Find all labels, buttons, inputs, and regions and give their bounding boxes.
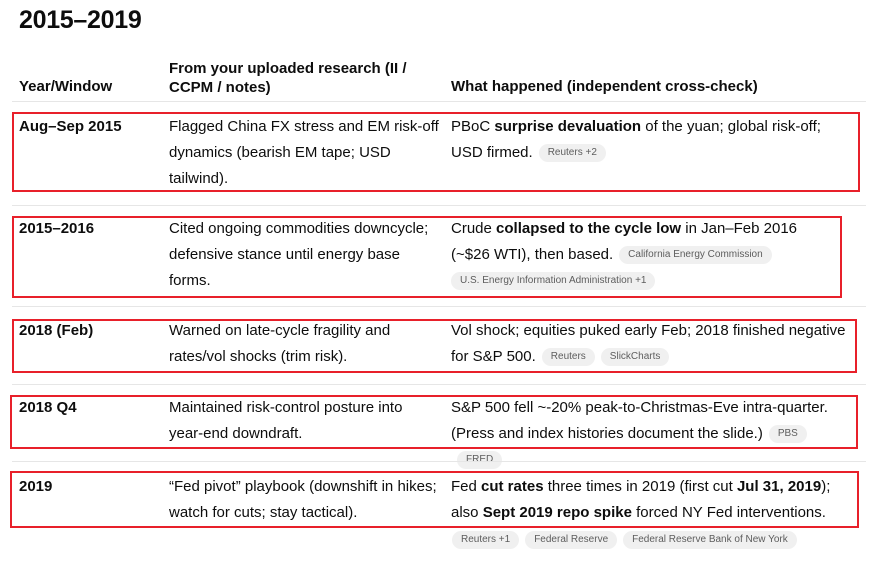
text: Crude bbox=[451, 220, 497, 237]
row-happened: Crude collapsed to the cycle low in Jan–… bbox=[451, 216, 836, 294]
text: three times in 2019 (first cut bbox=[543, 478, 737, 495]
row-happened: Fed cut rates three times in 2019 (first… bbox=[451, 474, 861, 526]
highlight-box bbox=[12, 112, 860, 192]
row-research: Flagged China FX stress and EM risk-off … bbox=[169, 118, 439, 187]
row-year: Aug–Sep 2015 bbox=[19, 118, 122, 135]
bold-text: Jul 31, 2019 bbox=[736, 478, 822, 495]
row-divider bbox=[12, 461, 866, 462]
source-chip[interactable]: Federal Reserve bbox=[525, 531, 618, 549]
bold-text: surprise devaluation bbox=[494, 118, 642, 135]
highlight-box bbox=[12, 319, 857, 373]
text: S&P 500 fell ~-20% peak-to-Christmas-Eve… bbox=[451, 399, 828, 442]
source-chip-row: Reuters +1 Federal Reserve Federal Reserve… bbox=[446, 531, 797, 549]
row-year: 2018 Q4 bbox=[19, 399, 77, 416]
source-chip[interactable]: California Energy Commission bbox=[619, 246, 772, 264]
highlight-box bbox=[10, 395, 858, 449]
row-year: 2015–2016 bbox=[19, 220, 95, 237]
header-divider bbox=[12, 101, 866, 102]
highlight-box bbox=[10, 471, 859, 528]
source-chip[interactable]: PBS bbox=[768, 425, 807, 443]
text: of the yuan; global risk-off; USD firmed… bbox=[451, 118, 821, 161]
highlight-box bbox=[12, 216, 842, 298]
text: Vol shock; equities puked early Feb; 201… bbox=[451, 322, 846, 365]
row-happened: Vol shock; equities puked early Feb; 201… bbox=[451, 318, 851, 370]
source-chip[interactable]: SlickCharts bbox=[600, 348, 670, 366]
row-happened: S&P 500 fell ~-20% peak-to-Christmas-Eve… bbox=[451, 395, 856, 473]
source-chip[interactable]: Reuters +1 bbox=[452, 531, 520, 549]
header-happened: What happened (independent cross-check) bbox=[451, 78, 758, 95]
row-research: Warned on late-cycle fragility and rates… bbox=[169, 322, 391, 365]
row-divider bbox=[12, 306, 866, 307]
text: PBoC bbox=[451, 118, 495, 135]
source-chip[interactable]: Federal Reserve Bank of New York bbox=[623, 531, 797, 549]
row-happened: PBoC surprise devaluation of the yuan; g… bbox=[451, 114, 851, 166]
text: forced NY Fed interventions. bbox=[631, 504, 826, 521]
bold-text: Sept 2019 repo spike bbox=[482, 504, 632, 521]
text: Fed bbox=[451, 478, 482, 495]
bold-text: cut rates bbox=[481, 478, 544, 495]
row-year: 2019 bbox=[19, 478, 53, 495]
section-title: 2015–2019 bbox=[19, 6, 142, 34]
bold-text: collapsed to the cycle low bbox=[496, 220, 682, 237]
row-research: Cited ongoing commodities downcycle; def… bbox=[169, 220, 429, 289]
text: ); also bbox=[451, 478, 831, 521]
source-chip[interactable]: Reuters +2 bbox=[538, 144, 606, 162]
row-research: “Fed pivot” playbook (downshift in hikes… bbox=[169, 478, 437, 521]
row-divider bbox=[12, 384, 866, 385]
row-divider bbox=[12, 205, 866, 206]
row-year: 2018 (Feb) bbox=[19, 322, 94, 339]
header-year: Year/Window bbox=[19, 78, 113, 95]
source-chip[interactable]: FRED bbox=[457, 451, 503, 469]
source-chip[interactable]: Reuters bbox=[541, 348, 595, 366]
text: in Jan–Feb 2016 (~$26 WTI), then based. bbox=[451, 220, 798, 263]
source-chip[interactable]: U.S. Energy Information Administration +… bbox=[451, 272, 656, 290]
row-research: Maintained risk-control posture into yea… bbox=[169, 399, 403, 442]
header-research: From your uploaded research (II / CCPM /… bbox=[169, 60, 407, 96]
